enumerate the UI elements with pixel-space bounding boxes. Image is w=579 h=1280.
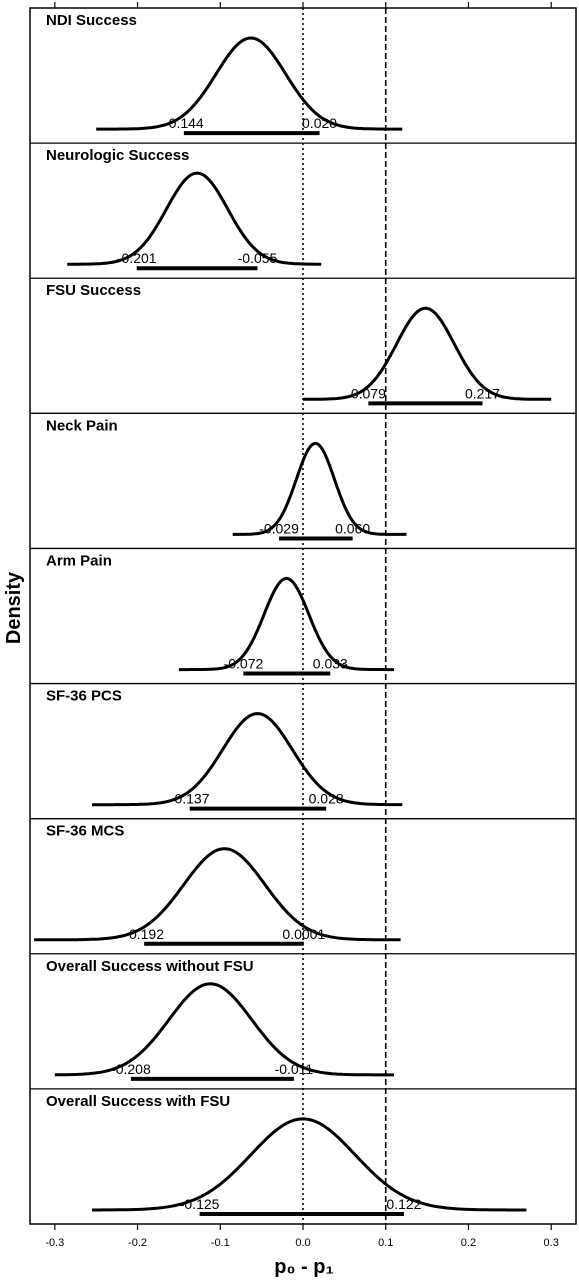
ci-lower-label: -0.029	[259, 520, 299, 536]
ci-lower-label: -0.125	[180, 1196, 220, 1212]
panel-title: SF-36 PCS	[46, 688, 122, 705]
panel-title: Neurologic Success	[46, 147, 189, 164]
panel-title: FSU Success	[46, 282, 141, 299]
density-curve	[96, 36, 403, 131]
ci-lower-label: -0.208	[111, 1061, 151, 1077]
ci-upper-label: 0.033	[313, 656, 348, 672]
panel-title: Overall Success without FSU	[46, 958, 254, 975]
ci-upper-label: 0.060	[335, 520, 370, 536]
panel-title: SF-36 MCS	[46, 823, 124, 840]
x-tick-label: -0.3	[45, 1237, 64, 1249]
density-curve	[178, 576, 394, 672]
ci-lower-label: 0.079	[351, 385, 386, 401]
density-curve	[92, 1117, 527, 1212]
density-curve	[303, 306, 552, 401]
plot-frame	[29, 7, 577, 1225]
ci-upper-label: 0.122	[386, 1196, 421, 1212]
ci-lower-label: -0.201	[117, 250, 157, 266]
density-curve	[54, 982, 394, 1077]
x-tick-label: 0.3	[544, 1237, 559, 1249]
ci-upper-label: -0.055	[238, 250, 278, 266]
ci-upper-label: -0.011	[275, 1061, 314, 1077]
x-axis-title: p₀ - p₁	[274, 1256, 334, 1278]
x-tick-label: 0.0	[295, 1237, 310, 1249]
x-tick-label: 0.1	[378, 1237, 393, 1249]
y-axis-title: Density	[3, 571, 25, 644]
ci-upper-label: 0.217	[465, 385, 500, 401]
ci-lower-label: -0.137	[170, 791, 210, 807]
panel-title: Arm Pain	[46, 552, 112, 569]
ci-upper-label: 0.0001	[282, 926, 325, 942]
panel-title: NDI Success	[46, 12, 137, 29]
density-curve	[34, 847, 401, 942]
density-curve	[232, 441, 407, 536]
density-curve	[92, 712, 403, 807]
panel-title: Overall Success with FSU	[46, 1093, 230, 1110]
ci-lower-label: -0.072	[224, 656, 264, 672]
ci-upper-label: 0.028	[309, 791, 344, 807]
ci-upper-label: 0.020	[302, 115, 337, 131]
x-tick-label: -0.1	[211, 1237, 230, 1249]
panel-title: Neck Pain	[46, 417, 118, 434]
x-tick-label: 0.2	[461, 1237, 476, 1249]
ci-lower-label: -0.192	[124, 926, 164, 942]
x-tick-label: -0.2	[128, 1237, 147, 1249]
density-curve	[67, 171, 322, 266]
ci-lower-label: -0.144	[164, 115, 204, 131]
